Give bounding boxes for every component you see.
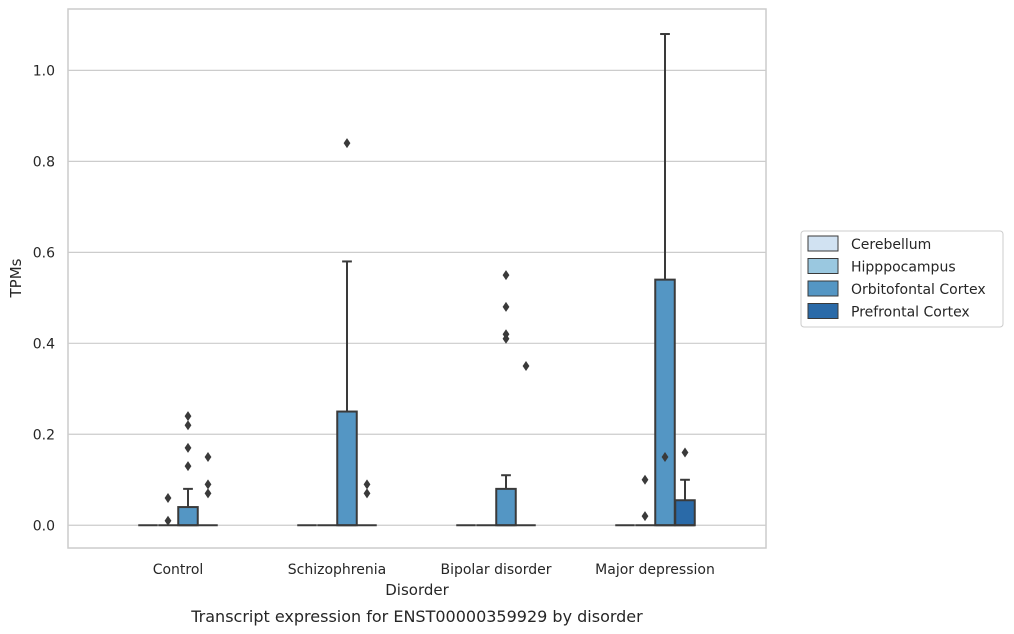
- outlier-point: [164, 492, 172, 503]
- outlier-point: [343, 138, 351, 149]
- outlier-point: [363, 479, 371, 490]
- legend-swatch: [807, 235, 839, 252]
- outlier-point: [204, 479, 212, 490]
- outlier-point: [681, 447, 689, 458]
- outlier-point: [502, 301, 510, 312]
- outlier-point: [184, 420, 192, 431]
- outlier-point: [502, 333, 510, 344]
- y-axis-label: TPMs: [7, 258, 25, 298]
- legend-label: Cerebellum: [851, 237, 931, 253]
- box-body: [495, 487, 517, 527]
- outlier-point: [184, 442, 192, 453]
- box-orbitofontal-cortex: [654, 33, 676, 527]
- outlier-point: [204, 452, 212, 463]
- y-tick-label: 0.8: [33, 154, 55, 170]
- x-tick-label: Bipolar disorder: [440, 562, 551, 578]
- box-hipppocampus: [158, 492, 178, 527]
- box-prefrontal-cortex: [198, 452, 218, 527]
- box-orbitofontal-cortex: [177, 411, 199, 527]
- x-tick-labels: Control Schizophrenia Bipolar disorder Majo…: [153, 562, 715, 578]
- plot-area-frame: [67, 8, 767, 549]
- box-body: [177, 506, 199, 527]
- y-tick-label: 0.2: [33, 427, 55, 443]
- boxes-layer: [138, 33, 696, 527]
- legend: Cerebellum Hipppocampus Orbitofontal Corte…: [800, 230, 1004, 328]
- y-tick-labels: 0.0 0.2 0.4 0.6 0.8 1.0: [33, 63, 55, 534]
- x-axis-label: Disorder: [385, 581, 449, 599]
- outlier-point: [363, 488, 371, 499]
- box-hipppocampus: [635, 474, 655, 527]
- outlier-point: [661, 452, 669, 463]
- box-orbitofontal-cortex: [495, 270, 517, 527]
- box-prefrontal-cortex: [516, 361, 536, 527]
- box-body: [654, 278, 676, 527]
- x-tick-label: Schizophrenia: [288, 562, 386, 578]
- legend-label: Prefrontal Cortex: [851, 305, 970, 321]
- y-tick-label: 0.4: [33, 336, 55, 352]
- x-tick-label: Control: [153, 562, 204, 578]
- y-tick-label: 0.6: [33, 245, 55, 261]
- box-orbitofontal-cortex: [336, 138, 358, 527]
- outlier-point: [522, 361, 530, 372]
- legend-swatch: [807, 280, 839, 297]
- box-prefrontal-cortex: [357, 479, 377, 527]
- outlier-point: [184, 461, 192, 472]
- legend-swatch: [807, 303, 839, 319]
- x-tick-label: Major depression: [595, 562, 715, 578]
- box-body: [674, 499, 696, 527]
- outlier-point: [204, 488, 212, 499]
- outlier-point: [502, 270, 510, 281]
- y-tick-label: 0.0: [33, 518, 55, 534]
- box-prefrontal-cortex: [674, 447, 696, 527]
- outlier-point: [164, 515, 172, 526]
- outlier-point: [641, 474, 649, 485]
- outlier-point: [641, 511, 649, 522]
- outlier-point: [184, 411, 192, 422]
- legend-label: Orbitofontal Cortex: [851, 282, 986, 298]
- legend-frame: [800, 230, 1004, 328]
- box-body: [336, 410, 358, 527]
- legend-swatch: [807, 258, 839, 274]
- chart-caption: Transcript expression for ENST0000035992…: [190, 607, 643, 626]
- y-tick-label: 1.0: [33, 63, 55, 79]
- legend-label: Hipppocampus: [851, 260, 956, 276]
